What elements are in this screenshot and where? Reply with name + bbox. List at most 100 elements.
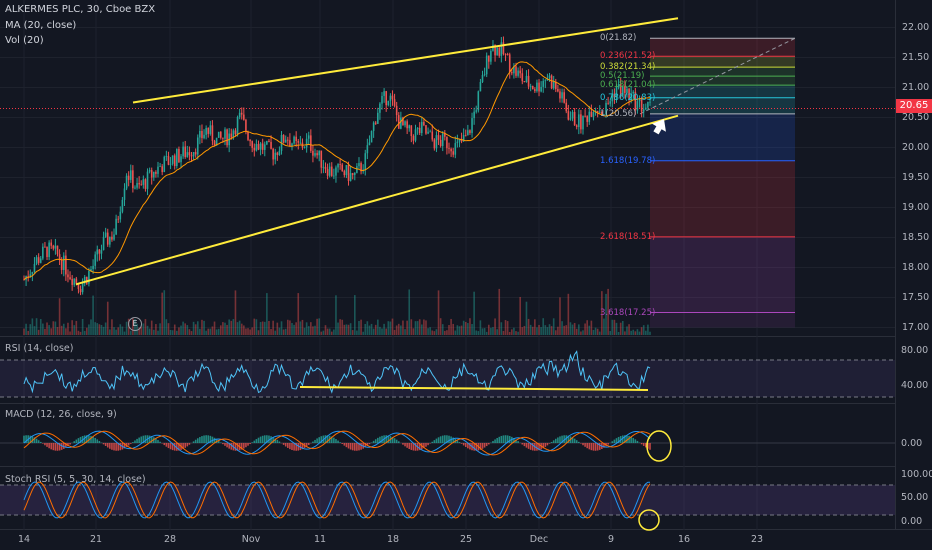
macd-hist-bar <box>557 437 559 443</box>
ma-line <box>23 61 651 281</box>
candle-body <box>339 164 341 165</box>
candle-body <box>638 99 641 102</box>
macd-hist-bar <box>456 440 459 443</box>
macd-hist-bar <box>226 443 228 448</box>
macd-hist-bar <box>632 437 635 443</box>
volume-bar <box>54 321 57 335</box>
macd-hist-bar <box>196 438 199 443</box>
macd-hist-bar <box>594 443 597 451</box>
macd-hist-bar <box>247 443 249 446</box>
volume-bar <box>180 325 182 335</box>
macd-hist-bar <box>642 443 645 446</box>
volume-bar <box>517 331 519 335</box>
volume-bar <box>146 325 149 335</box>
volume-bar <box>561 321 563 335</box>
candle-body <box>314 153 316 156</box>
macd-hist-bar <box>559 436 561 443</box>
volume-bar <box>297 293 300 335</box>
volume-bar <box>328 328 331 335</box>
volume-bar <box>462 320 465 335</box>
candle-body <box>343 171 346 176</box>
volume-bar <box>433 331 436 335</box>
volume-bar <box>418 319 421 335</box>
macd-hist-bar <box>278 441 281 443</box>
macd-hist-bar <box>56 443 59 451</box>
earnings-marker[interactable]: E <box>128 317 142 331</box>
candle-body <box>132 170 134 189</box>
ma-legend[interactable]: MA (20, close) <box>5 20 77 31</box>
macd-hist-bar <box>578 441 580 443</box>
candle-body <box>39 258 42 263</box>
candle-body <box>381 95 383 104</box>
volume-bar <box>521 327 524 335</box>
candle-body <box>129 170 132 180</box>
candle-body <box>125 175 128 189</box>
macd-hist-bar <box>337 440 339 443</box>
volume-bar <box>358 320 360 335</box>
candle-body <box>180 156 182 163</box>
macd-hist-bar <box>312 441 314 443</box>
candle-body <box>498 47 501 56</box>
macd-hist-bar <box>448 435 450 443</box>
candle-body <box>71 278 73 285</box>
macd-hist-bar <box>259 436 262 443</box>
macd-hist-bar <box>571 437 574 443</box>
volume-bar <box>335 295 337 335</box>
candle-body <box>58 254 61 260</box>
volume-bar <box>605 293 607 335</box>
candle-body <box>173 155 176 167</box>
macd-hist-bar <box>224 443 226 446</box>
candle-body <box>188 152 191 156</box>
volume-bar <box>454 330 457 335</box>
candle-body <box>215 137 218 146</box>
volume-bar <box>393 329 396 335</box>
volume-bar <box>628 324 630 335</box>
volume-bar <box>471 323 473 335</box>
volume-bar <box>640 327 643 335</box>
volume-bar <box>377 319 379 335</box>
volume-bar <box>232 319 235 335</box>
volume-bar <box>203 320 205 335</box>
volume-bar <box>324 325 327 335</box>
volume-bar <box>255 319 258 335</box>
price-tick: 18.50 <box>902 231 930 243</box>
rsi-trendline <box>299 386 649 391</box>
macd-hist-bar <box>481 443 484 449</box>
volume-bar <box>77 330 80 335</box>
candle-body <box>500 42 503 56</box>
stoch-legend[interactable]: Stoch RSI (5, 5, 30, 14, close) <box>5 474 146 485</box>
volume-bar <box>554 330 557 335</box>
macd-legend[interactable]: MACD (12, 26, close, 9) <box>5 409 117 420</box>
macd-hist-bar <box>423 443 425 449</box>
volume-bar <box>310 322 312 335</box>
volume-bar <box>339 319 341 335</box>
candle-body <box>412 136 415 141</box>
macd-hist-bar <box>647 443 649 449</box>
macd-hist-bar <box>546 443 549 446</box>
macd-hist-bar <box>134 440 136 443</box>
candle-body <box>624 86 626 93</box>
volume-bar <box>75 320 78 335</box>
candle-body <box>182 146 184 157</box>
volume-bar <box>69 331 71 335</box>
rsi-legend[interactable]: RSI (14, close) <box>5 343 74 354</box>
candle-body <box>527 75 530 87</box>
volume-bar <box>385 328 388 335</box>
candle-body <box>96 249 99 255</box>
volume-bar <box>188 329 191 335</box>
macd-hist-bar <box>263 435 266 443</box>
candle-body <box>433 139 436 149</box>
candle-body <box>393 99 396 106</box>
macd-hist-bar <box>240 443 243 450</box>
fib-label: 1(20.56) <box>600 108 637 119</box>
vol-legend[interactable]: Vol (20) <box>5 35 44 46</box>
macd-hist-bar <box>506 435 509 443</box>
volume-bar <box>27 330 29 335</box>
volume-bar <box>571 324 574 335</box>
macd-hist-bar <box>335 439 337 443</box>
macd-hist-bar <box>37 440 40 443</box>
macd-hist-bar <box>297 443 300 451</box>
volume-bar <box>60 325 63 335</box>
macd-hist-bar <box>301 443 304 450</box>
